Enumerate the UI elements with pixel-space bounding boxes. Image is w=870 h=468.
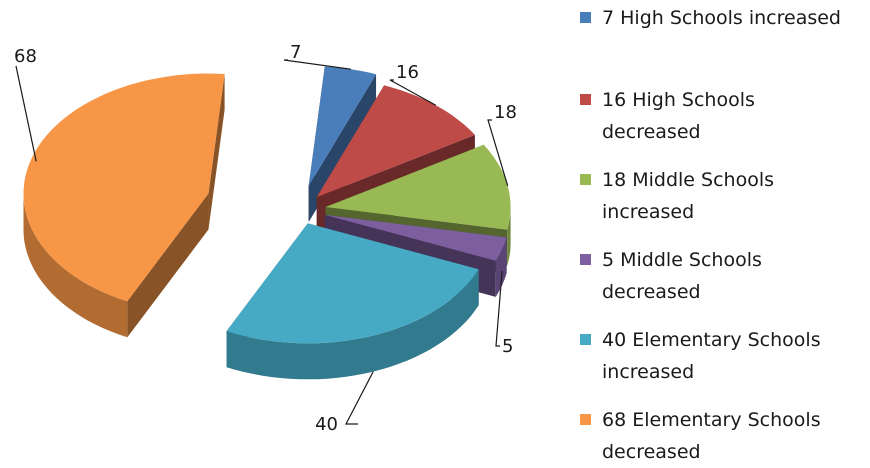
- pie-slice-cut-5-1: [208, 73, 225, 230]
- data-label-leader-3: [495, 270, 503, 347]
- legend-swatch-middle-increased: [580, 174, 591, 185]
- pie-slice-top-5: [23, 73, 225, 302]
- pie-slice-top-4: [226, 223, 479, 344]
- legend-label-middle-increased: 18 Middle Schools increased: [602, 169, 774, 223]
- data-label-3: 5: [502, 336, 513, 357]
- data-label-4: 40: [315, 414, 338, 435]
- pie-slice-4: [226, 223, 479, 380]
- pie-slice-5: [23, 73, 225, 338]
- legend-swatch-elementary-increased: [580, 334, 591, 345]
- pie-slice-top-0: [308, 66, 377, 187]
- legend-swatch-middle-decreased: [580, 254, 591, 265]
- legend-label-elementary-decreased: 68 Elementary Schools decreased: [602, 409, 821, 463]
- data-label-leader-1: [389, 79, 437, 106]
- legend-label-middle-decreased: 5 Middle Schools decreased: [602, 249, 762, 303]
- chart-legend: 7 High Schools increased 16 High Schools…: [580, 0, 870, 466]
- data-label-2: 18: [494, 102, 517, 123]
- data-label-1: 16: [396, 62, 419, 83]
- pie-slice-side-5: [23, 193, 128, 338]
- data-label-5: 68: [14, 46, 37, 67]
- legend-swatch-high-increased: [580, 12, 591, 23]
- data-label-leader-5: [15, 65, 37, 162]
- data-label-0: 7: [290, 42, 301, 63]
- legend-swatch-elementary-decreased: [580, 414, 591, 425]
- legend-label-high-decreased: 16 High Schools decreased: [602, 89, 755, 143]
- pie-slice-side-2: [507, 207, 511, 266]
- pie-slice-top-3: [324, 214, 507, 261]
- pie-slice-top-2: [325, 144, 511, 230]
- legend-swatch-high-decreased: [580, 94, 591, 105]
- legend-label-elementary-increased: 40 Elementary Schools increased: [602, 329, 821, 383]
- legend-label-high-increased: 7 High Schools increased: [602, 7, 841, 29]
- pie-slice-cut-3-0: [324, 214, 507, 274]
- pie-slice-side-4: [226, 269, 479, 380]
- pie-slice-side-3: [495, 237, 507, 297]
- data-label-leader-2: [487, 119, 509, 186]
- pie-slice-top-1: [316, 85, 475, 198]
- data-label-leader-0: [283, 59, 351, 70]
- pie-chart: 7 16 18 5 40 68: [14, 42, 517, 435]
- data-label-leader-4: [345, 371, 374, 425]
- pie-slice-cut-5-0: [127, 193, 209, 338]
